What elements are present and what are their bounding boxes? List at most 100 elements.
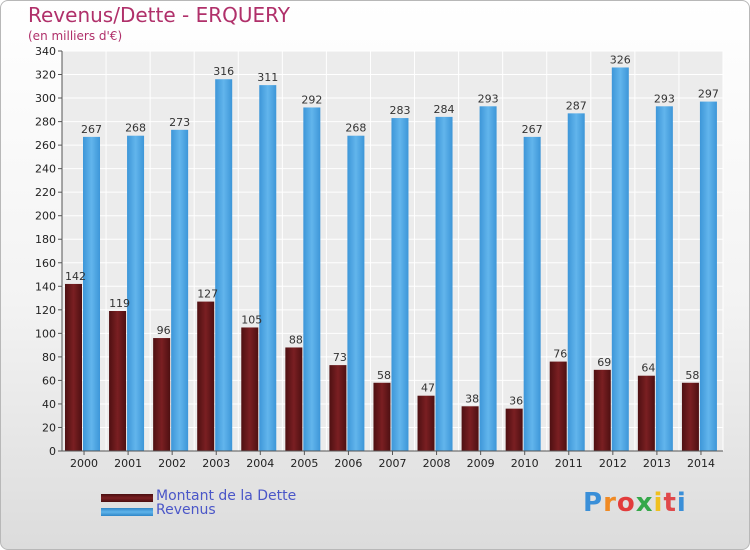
- bar-debt-2013: [637, 375, 655, 451]
- data-label-revenue-2013: 293: [654, 92, 675, 105]
- bar-revenue-2014: [699, 101, 717, 452]
- data-label-debt-2010: 36: [509, 395, 523, 408]
- x-tick-label-2003: 2003: [202, 457, 230, 470]
- y-tick-label-120: 120: [35, 304, 56, 317]
- data-label-debt-2003: 127: [197, 288, 218, 301]
- data-label-revenue-2003: 316: [213, 65, 234, 78]
- legend-label-debt: Montant de la Dette: [156, 488, 297, 504]
- bar-debt-2000: [65, 283, 82, 451]
- y-tick-label-200: 200: [35, 210, 56, 223]
- y-tick-label-140: 140: [35, 280, 56, 293]
- bar-revenue-2002: [171, 129, 189, 451]
- x-tick-label-2008: 2008: [423, 457, 451, 470]
- x-tick-label-2006: 2006: [334, 457, 362, 470]
- logo-letter: o: [616, 488, 636, 518]
- logo-letter: r: [603, 488, 617, 518]
- x-tick-label-2011: 2011: [555, 457, 583, 470]
- bar-revenue-2011: [567, 113, 585, 452]
- data-label-debt-2006: 73: [333, 351, 347, 364]
- x-tick-label-2012: 2012: [599, 457, 627, 470]
- legend-swatch-debt: [101, 494, 153, 502]
- data-label-revenue-2014: 297: [698, 88, 719, 101]
- chart-title: Revenus/Dette - ERQUERY: [28, 3, 290, 27]
- x-tick-label-2013: 2013: [643, 457, 671, 470]
- bar-revenue-2004: [259, 85, 277, 451]
- bar-debt-2003: [197, 301, 215, 451]
- x-tick-label-2004: 2004: [246, 457, 274, 470]
- y-tick-label-220: 220: [35, 186, 56, 199]
- bar-debt-2008: [417, 395, 435, 451]
- data-label-revenue-2007: 283: [389, 104, 410, 117]
- data-label-revenue-2005: 292: [301, 93, 322, 106]
- bar-revenue-2009: [479, 106, 497, 451]
- bar-revenue-2012: [611, 67, 629, 452]
- y-tick-label-60: 60: [42, 374, 56, 387]
- bar-debt-2012: [593, 369, 611, 451]
- data-label-debt-2011: 76: [553, 348, 567, 361]
- legend-swatch-revenue: [101, 508, 153, 516]
- data-label-debt-2004: 105: [241, 313, 262, 326]
- data-label-revenue-2012: 326: [610, 53, 631, 66]
- x-tick-label-2002: 2002: [158, 457, 186, 470]
- x-tick-label-2009: 2009: [467, 457, 495, 470]
- y-tick-label-340: 340: [35, 45, 56, 58]
- data-label-debt-2009: 38: [465, 392, 479, 405]
- legend-label-revenue: Revenus: [156, 502, 216, 518]
- y-tick-label-100: 100: [35, 327, 56, 340]
- y-tick-label-180: 180: [35, 233, 56, 246]
- y-tick-label-160: 160: [35, 257, 56, 270]
- chart-subtitle: (en milliers d'€): [28, 29, 123, 43]
- data-label-revenue-2006: 268: [345, 122, 366, 135]
- data-label-revenue-2008: 284: [434, 103, 455, 116]
- bar-debt-2009: [461, 406, 479, 451]
- y-tick-label-300: 300: [35, 92, 56, 105]
- bar-debt-2001: [109, 311, 127, 451]
- data-label-revenue-2002: 273: [169, 116, 190, 129]
- proxiti-logo: Proxiti: [583, 488, 687, 518]
- bar-revenue-2007: [391, 118, 409, 451]
- bar-debt-2014: [681, 382, 699, 451]
- y-tick-label-240: 240: [35, 163, 56, 176]
- data-label-revenue-2009: 293: [478, 92, 499, 105]
- data-label-debt-2013: 64: [641, 362, 655, 375]
- data-label-debt-2014: 58: [685, 369, 699, 382]
- data-label-debt-2001: 119: [109, 297, 130, 310]
- bar-revenue-2000: [83, 136, 100, 451]
- bar-revenue-2005: [303, 107, 321, 452]
- y-tick-label-320: 320: [35, 69, 56, 82]
- data-label-debt-2002: 96: [157, 324, 171, 337]
- data-label-debt-2008: 47: [421, 382, 435, 395]
- bar-debt-2011: [549, 361, 567, 451]
- bar-debt-2007: [373, 382, 391, 451]
- bar-debt-2002: [153, 338, 171, 451]
- x-tick-label-2007: 2007: [379, 457, 407, 470]
- y-tick-label-80: 80: [42, 351, 56, 364]
- bar-debt-2006: [329, 365, 347, 451]
- bar-revenue-2010: [523, 136, 541, 451]
- bar-debt-2005: [285, 347, 303, 451]
- x-tick-label-2000: 2000: [70, 457, 98, 470]
- bar-debt-2010: [505, 408, 523, 451]
- logo-letter: P: [583, 488, 604, 518]
- x-tick-label-2001: 2001: [114, 457, 142, 470]
- data-label-revenue-2004: 311: [257, 71, 278, 84]
- data-label-revenue-2000: 267: [81, 123, 102, 136]
- logo-letter: i: [653, 488, 664, 518]
- data-label-debt-2005: 88: [289, 333, 303, 346]
- y-tick-label-0: 0: [49, 445, 56, 458]
- y-tick-label-20: 20: [42, 421, 56, 434]
- data-label-debt-2007: 58: [377, 369, 391, 382]
- data-label-debt-2000: 142: [65, 270, 86, 283]
- bar-debt-2004: [241, 327, 259, 451]
- logo-letter: i: [676, 488, 687, 518]
- bar-revenue-2008: [435, 116, 453, 451]
- logo-letter: x: [635, 488, 654, 518]
- data-label-revenue-2001: 268: [125, 122, 146, 135]
- x-tick-label-2014: 2014: [687, 457, 715, 470]
- data-label-revenue-2010: 267: [522, 123, 543, 136]
- bar-revenue-2001: [127, 135, 145, 452]
- logo-letter: t: [663, 488, 677, 518]
- x-tick-label-2005: 2005: [290, 457, 318, 470]
